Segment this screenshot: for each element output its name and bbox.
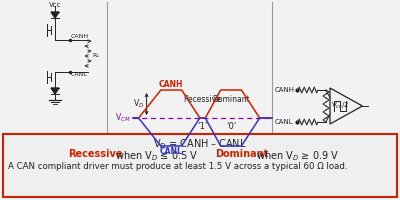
Text: Vcc: Vcc — [49, 2, 61, 8]
Text: CANH: CANH — [275, 87, 295, 93]
Text: V$_D$: V$_D$ — [133, 98, 144, 110]
Polygon shape — [51, 12, 59, 18]
Text: ‘1’: ‘1’ — [197, 122, 208, 131]
Text: V$_{CM}$: V$_{CM}$ — [116, 112, 131, 124]
Text: A CAN compliant driver must produce at least 1.5 V across a typical 60 Ω load.: A CAN compliant driver must produce at l… — [8, 162, 348, 171]
Text: CANL: CANL — [275, 119, 294, 125]
Text: CANL: CANL — [160, 147, 183, 156]
Text: Dominant: Dominant — [212, 95, 250, 104]
Text: Recessive: Recessive — [184, 95, 221, 104]
Text: when V$_D$ ≥ 0.9 V: when V$_D$ ≥ 0.9 V — [253, 149, 340, 163]
Text: V$_{cc}$/2: V$_{cc}$/2 — [331, 101, 349, 111]
Text: CANH: CANH — [71, 34, 89, 39]
Text: V$_D$ = CANH – CANL: V$_D$ = CANH – CANL — [153, 137, 247, 151]
Text: Recessive: Recessive — [68, 149, 122, 159]
Text: CANL: CANL — [71, 72, 88, 77]
Text: when V$_D$ ≤ 0.5 V: when V$_D$ ≤ 0.5 V — [112, 149, 198, 163]
Text: CANH: CANH — [159, 80, 184, 89]
FancyBboxPatch shape — [3, 134, 397, 197]
Text: R$_L$: R$_L$ — [92, 52, 100, 60]
Text: ‘0’: ‘0’ — [226, 122, 236, 131]
Text: Dominant: Dominant — [215, 149, 268, 159]
Polygon shape — [51, 88, 59, 94]
